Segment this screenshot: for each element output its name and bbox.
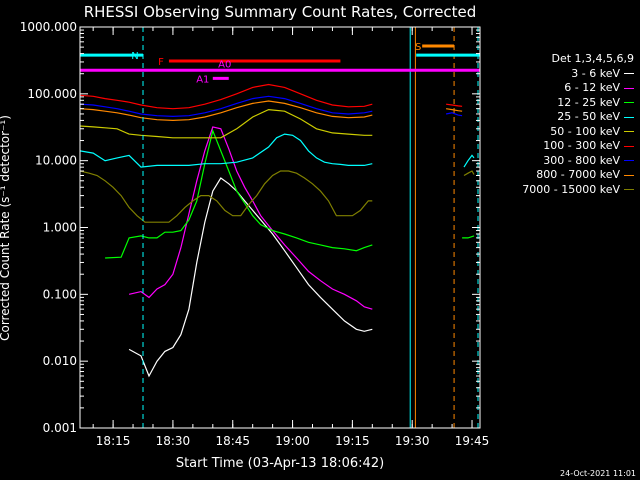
- legend-label: 300 - 800 keV: [543, 153, 620, 167]
- legend-swatch: [624, 145, 634, 147]
- series-line-50-100-kev: [80, 108, 373, 139]
- legend-entry-12-25-kev: 12 - 25 keV: [484, 96, 634, 111]
- legend-swatch: [624, 160, 634, 162]
- series-segment-after-gap-5: [463, 170, 475, 177]
- legend-label: 3 - 6 keV: [571, 66, 620, 80]
- legend-swatch: [624, 174, 634, 176]
- y-tick-label: 10.000: [35, 154, 77, 168]
- legend-entry-300-800-kev: 300 - 800 keV: [484, 154, 634, 169]
- legend-entry-3-6-kev: 3 - 6 keV: [484, 67, 634, 82]
- legend-label: 50 - 100 keV: [550, 124, 620, 138]
- chart-title: RHESSI Observing Summary Count Rates, Co…: [84, 3, 477, 21]
- legend-swatch: [624, 73, 634, 75]
- series-line-7000-15000-kev: [80, 170, 373, 223]
- x-tick-label: 18:30: [156, 434, 191, 448]
- y-axis-label: Corrected Count Rate (s⁻¹ detector⁻¹): [0, 115, 12, 341]
- series-segment-after-gap-3: [446, 108, 463, 112]
- x-tick-label: 19:15: [335, 434, 370, 448]
- series-line-300-800-kev: [80, 95, 373, 118]
- flag-label-s: S: [415, 42, 421, 53]
- y-tick-label: 1000.000: [20, 20, 77, 34]
- legend-label: 800 - 7000 keV: [536, 168, 620, 181]
- flag-label-n: N: [131, 51, 138, 62]
- flag-label-a1: A1: [196, 74, 209, 85]
- x-tick-label: 18:15: [96, 434, 131, 448]
- legend-entry-7000-15000-kev: 7000 - 15000 keV: [484, 183, 634, 198]
- legend-swatch: [624, 116, 634, 118]
- legend-entry-25-50-kev: 25 - 50 keV: [484, 110, 634, 125]
- flag-label-a0: A0: [218, 59, 231, 70]
- legend-entry-50-100-kev: 50 - 100 keV: [484, 125, 634, 140]
- y-tick-label: 0.100: [43, 287, 77, 301]
- y-tick-label: 0.001: [43, 421, 77, 435]
- legend-swatch: [624, 131, 634, 133]
- legend-label: 7000 - 15000 keV: [522, 182, 620, 196]
- x-tick-label: 18:45: [215, 434, 250, 448]
- y-tick-label: 0.010: [43, 354, 77, 368]
- series-line-25-50-kev: [80, 133, 373, 168]
- x-tick-label: 19:45: [455, 434, 490, 448]
- legend-label: 100 - 300 keV: [543, 139, 620, 152]
- y-tick-label: 100.000: [27, 87, 77, 101]
- legend: Det 1,3,4,5,6,9 3 - 6 keV 6 - 12 keV 12 - …: [484, 52, 634, 197]
- series-segment-after-gap-4: [463, 154, 475, 168]
- legend-label: 6 - 12 keV: [564, 81, 620, 94]
- x-tick-label: 19:30: [395, 434, 430, 448]
- series-line-800-7000-kev: [80, 100, 373, 122]
- series-segment-after-gap-6: [462, 235, 475, 239]
- legend-entry-800-7000-kev: 800 - 7000 keV: [484, 168, 634, 183]
- legend-swatch: [624, 189, 634, 191]
- series-line-12-25-kev: [105, 128, 373, 259]
- legend-swatch: [624, 87, 634, 89]
- series-segment-after-gap-1: [446, 103, 463, 107]
- legend-entry-100-300-kev: 100 - 300 keV: [484, 139, 634, 154]
- flag-label-f: F: [158, 57, 164, 68]
- legend-entry-6-12-kev: 6 - 12 keV: [484, 81, 634, 96]
- legend-swatch: [624, 102, 634, 104]
- timestamp: 24-Oct-2021 11:01: [560, 469, 636, 478]
- series-line-100-300-kev: [80, 83, 373, 110]
- x-axis-label: Start Time (03-Apr-13 18:06:42): [176, 456, 384, 471]
- legend-title: Det 1,3,4,5,6,9: [551, 52, 634, 65]
- legend-label: 12 - 25 keV: [557, 95, 620, 109]
- legend-label: 25 - 50 keV: [557, 110, 620, 123]
- y-tick-label: 1.000: [43, 221, 77, 235]
- x-tick-label: 19:00: [275, 434, 310, 448]
- series-line-3-6-kev: [128, 177, 373, 378]
- series-segment-after-gap-2: [445, 112, 463, 117]
- series-line-6-12-kev: [128, 126, 373, 310]
